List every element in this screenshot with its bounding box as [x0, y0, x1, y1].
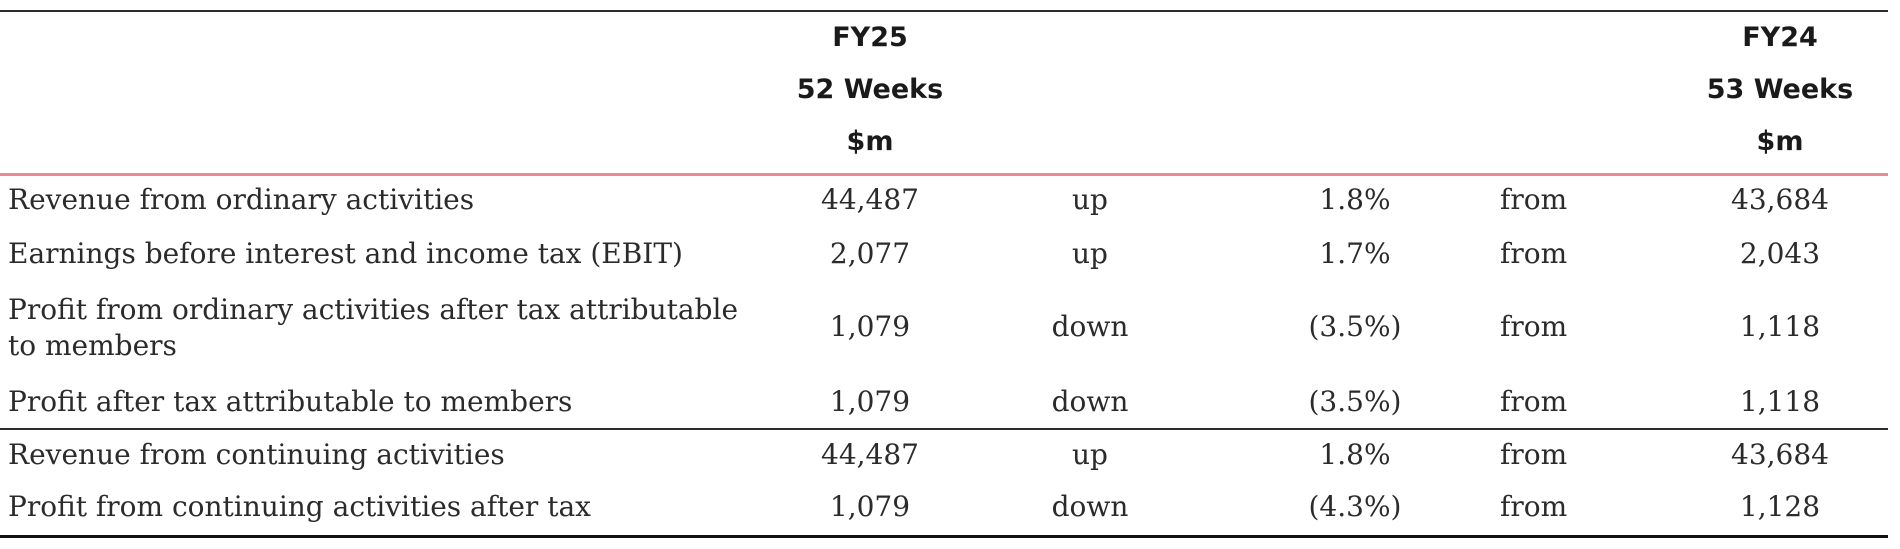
bottom-rule	[0, 535, 1888, 538]
from-text: from	[1500, 310, 1568, 343]
fy25-value: 44,487	[821, 438, 919, 471]
fy24-column-header: FY24 53 Weeks $m	[1660, 12, 1900, 168]
row-label: Profit from ordinary activities after ta…	[8, 293, 739, 362]
row-label: Profit after tax attributable to members	[8, 385, 573, 418]
change-percent: (4.3%)	[1308, 490, 1402, 523]
fy25-column-header: FY25 52 Weeks $m	[750, 12, 990, 168]
fy25-unit: $m	[846, 126, 894, 157]
change-direction: down	[1051, 490, 1129, 523]
from-text: from	[1500, 438, 1568, 471]
fy24-value: 2,043	[1739, 237, 1821, 270]
fy25-value: 44,487	[821, 183, 919, 216]
change-percent: 1.8%	[1319, 183, 1391, 216]
fy24-value: 43,684	[1731, 183, 1829, 216]
change-direction: up	[1072, 183, 1108, 216]
fy24-weeks: 53 Weeks	[1706, 74, 1854, 105]
fy25-value: 1,079	[829, 490, 911, 523]
row-label: Earnings before interest and income tax …	[8, 237, 683, 270]
top-rule	[0, 10, 1888, 12]
change-percent: (3.5%)	[1308, 385, 1402, 418]
fy25-year: FY25	[832, 22, 908, 53]
row-label: Revenue from ordinary activities	[8, 183, 475, 216]
row-label: Profit from continuing activities after …	[8, 490, 591, 523]
fy24-year: FY24	[1742, 22, 1818, 53]
from-text: from	[1500, 237, 1568, 270]
change-percent: 1.8%	[1319, 438, 1391, 471]
fy24-unit: $m	[1756, 126, 1804, 157]
change-percent: (3.5%)	[1308, 310, 1402, 343]
fy24-value: 43,684	[1731, 438, 1829, 471]
fy25-value: 1,079	[829, 310, 911, 343]
header-divider	[0, 173, 1888, 176]
change-direction: down	[1051, 310, 1129, 343]
from-text: from	[1500, 490, 1568, 523]
from-text: from	[1500, 385, 1568, 418]
change-percent: 1.7%	[1319, 237, 1391, 270]
fy24-value: 1,118	[1739, 310, 1821, 343]
from-text: from	[1500, 183, 1568, 216]
change-direction: up	[1072, 438, 1108, 471]
section-divider	[0, 428, 1888, 430]
row-label: Revenue from continuing activities	[8, 438, 505, 471]
change-direction: up	[1072, 237, 1108, 270]
fy25-value: 2,077	[829, 237, 911, 270]
change-direction: down	[1051, 385, 1129, 418]
fy24-value: 1,128	[1739, 490, 1821, 523]
fy24-value: 1,118	[1739, 385, 1821, 418]
fy25-value: 1,079	[829, 385, 911, 418]
fy25-weeks: 52 Weeks	[796, 74, 944, 105]
